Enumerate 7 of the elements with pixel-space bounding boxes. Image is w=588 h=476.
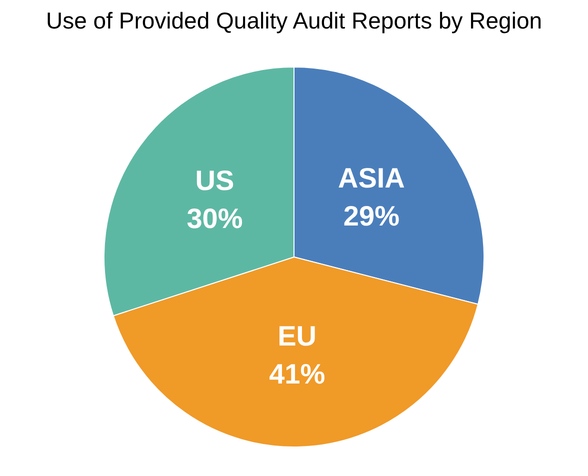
data-label: 29% [343, 200, 400, 232]
slice-label: EU [278, 320, 317, 352]
data-label: 41% [269, 358, 326, 390]
slice-label: ASIA [338, 162, 405, 194]
chart-title: Use of Provided Quality Audit Reports by Region [46, 8, 542, 34]
data-label: 30% [186, 202, 243, 234]
slice-label: US [195, 164, 234, 196]
